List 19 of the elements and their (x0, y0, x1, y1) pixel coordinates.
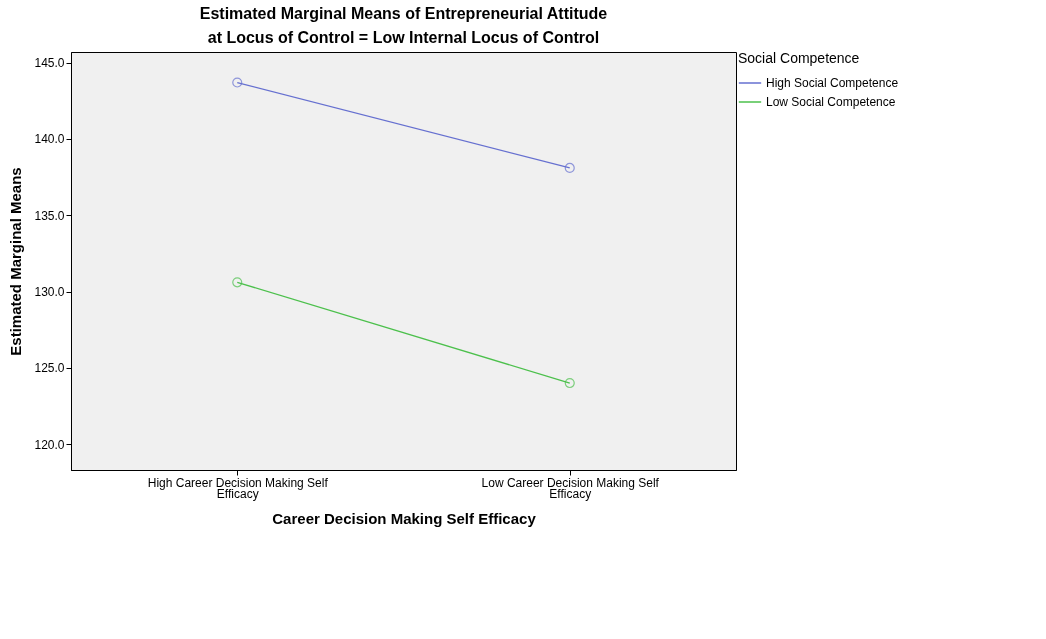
y-tick-label: 120.0 (34, 437, 65, 452)
x-axis-title: Career Decision Making Self Efficacy (272, 509, 537, 527)
chart-subtitle: at Locus of Control = Low Internal Locus of Control (207, 29, 600, 46)
y-tick-label: 145.0 (34, 56, 65, 71)
point (232, 77, 243, 88)
legend-title: Social Competence (738, 50, 860, 66)
y-tick-label: 135.0 (34, 208, 65, 223)
legend-label: High Social Competence (766, 76, 899, 90)
y-axis-title: Estimated Marginal Means (7, 167, 25, 356)
point (232, 277, 243, 288)
chart-title: Estimated Marginal Means of Entrepreneurial Attitude (199, 5, 608, 22)
x-tick-label: High Career Decision Making Self Efficacy (147, 475, 329, 501)
y-tick-label: 125.0 (34, 361, 65, 376)
y-tick-label: 130.0 (34, 285, 65, 300)
legend-label: Low Social Competence (766, 95, 896, 109)
point (564, 162, 575, 173)
point (564, 377, 575, 389)
x-tick-label: Low Career Decision Making Self Efficacy (481, 475, 660, 501)
y-tick-label: 140.0 (34, 132, 65, 147)
